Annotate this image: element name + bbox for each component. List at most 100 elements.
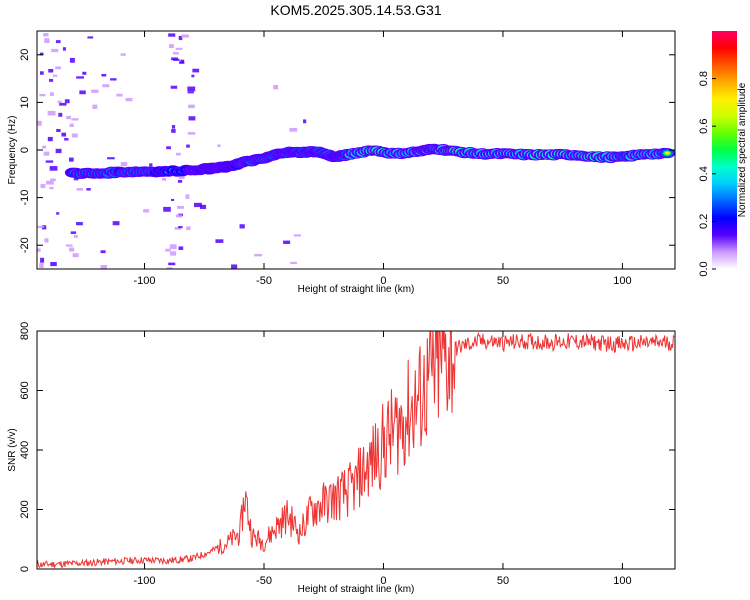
spectrogram-xtick-label: 50: [497, 275, 509, 287]
spectrogram-speckle: [76, 76, 84, 79]
colorbar-label: Normalized spectral amplitude: [737, 82, 748, 217]
spectrogram-xtick-label: -100: [134, 275, 156, 287]
snr-panel: -100 -50 0 50 100 0 200 400 600 800 Height of str…: [7, 322, 676, 595]
spectrogram-xtick-label: 0: [380, 275, 386, 287]
spectrogram-speckle: [169, 244, 177, 250]
snr-xtick-label: -100: [134, 575, 156, 587]
spectrogram-speckle: [168, 33, 176, 37]
spectrogram-speckle: [64, 138, 69, 141]
spectrogram-speckle: [69, 157, 74, 162]
spectrogram-speckle: [188, 104, 195, 109]
snr-ylabel: SNR (v/v): [7, 428, 18, 471]
spectrogram-speckle: [178, 226, 183, 229]
spectrogram-speckle: [52, 74, 58, 77]
spectrogram-speckle: [192, 68, 200, 73]
spectrogram-speckle: [170, 251, 176, 256]
spectrogram-speckle: [44, 238, 49, 243]
snr-ytick-label: 0: [19, 566, 31, 572]
spectrogram-speckle: [46, 180, 54, 185]
spectrogram-speckle: [175, 47, 183, 50]
spectrogram-speckle: [188, 116, 196, 121]
spectrogram-speckle: [69, 123, 74, 128]
spectrogram-speckle: [303, 119, 307, 124]
spectrogram-speckle: [143, 209, 150, 213]
spectrogram-ylabel: Frequency (Hz): [7, 116, 18, 185]
spectrogram-speckle: [110, 78, 117, 81]
spectrogram-speckle: [289, 127, 298, 132]
snr-ytick-label: 400: [19, 441, 31, 459]
spectrogram-speckle: [55, 40, 61, 44]
spectrogram-speckle: [40, 71, 44, 75]
spectrogram-speckle: [175, 214, 183, 218]
spectrogram-speckle: [48, 78, 54, 82]
spectrogram-speckle: [181, 34, 189, 38]
spectrogram-xtick-label: 100: [613, 275, 631, 287]
spectrogram-speckle: [168, 262, 176, 266]
spectrogram-speckle: [76, 188, 83, 191]
snr-xtick-label: -50: [256, 575, 272, 587]
spectrogram-speckle: [112, 221, 120, 226]
chart-title: KOM5.2025.305.14.53.G31: [270, 2, 441, 18]
spectrogram-speckle: [149, 163, 153, 167]
spectrogram-speckle: [101, 73, 107, 77]
snr-xtick-label: 50: [497, 575, 509, 587]
spectrogram-speckle: [178, 176, 185, 179]
spectrogram-speckle: [76, 222, 83, 226]
spectrogram-speckle: [70, 231, 77, 234]
spectrogram-speckle: [79, 90, 86, 95]
spectrogram-speckle: [231, 264, 238, 269]
spectrogram-speckle: [50, 262, 57, 267]
spectrogram-speckle: [43, 33, 49, 37]
spectrogram-speckle: [61, 132, 67, 137]
spectrogram-speckle: [193, 202, 202, 208]
spectrogram-speckle: [69, 57, 75, 63]
spectrogram-speckle: [178, 246, 184, 250]
spectrogram-speckle: [290, 261, 298, 265]
spectrogram-speckle: [239, 224, 245, 229]
spectrogram-speckle: [56, 212, 60, 215]
spectrogram-speckle: [186, 144, 190, 148]
spectrogram-speckle: [171, 57, 178, 61]
spectrogram-speckle: [50, 178, 56, 182]
spectrogram-speckle: [87, 36, 94, 39]
spectrogram-speckle: [39, 93, 46, 97]
spectrogram-speckle: [177, 179, 183, 183]
spectrogram-speckle: [171, 125, 176, 129]
spectrogram-speckle: [215, 239, 224, 243]
spectrogram-speckle: [217, 144, 221, 147]
spectrogram-ytick-label: -20: [19, 237, 31, 253]
spectrogram-speckle: [55, 148, 62, 154]
spectrogram-speckle: [172, 52, 179, 55]
spectrogram-speckle: [191, 74, 195, 78]
spectrogram-speckle: [40, 183, 46, 188]
spectrogram-speckle: [72, 253, 79, 258]
spectrogram-speckle: [102, 84, 110, 88]
spectrogram-speckle: [40, 257, 45, 263]
spectrogram-speckle: [71, 118, 79, 121]
colorbar-tick-label: 0.2: [698, 214, 710, 229]
spectrogram-speckle: [42, 145, 47, 149]
spectrogram-speckle: [66, 115, 72, 120]
spectrogram-speckle: [200, 204, 207, 210]
spectrogram-speckle: [62, 47, 66, 51]
spectrogram-speckle: [293, 234, 301, 237]
spectrogram-ytick-label: 0: [19, 147, 31, 153]
spectrogram-speckle: [39, 52, 44, 56]
snr-xtick-label: 100: [613, 575, 631, 587]
spectrogram-speckle: [187, 91, 194, 94]
colorbar-gradient: [712, 31, 737, 269]
spectrogram-speckle: [171, 198, 175, 201]
spectrogram-speckle: [107, 157, 115, 160]
spectrogram-speckle: [37, 225, 45, 228]
spectrogram-speckle: [100, 250, 106, 254]
spectrogram-speckle: [163, 206, 171, 212]
spectrogram-ytick-label: -10: [19, 190, 31, 206]
spectrogram-speckle: [58, 112, 63, 117]
spectrogram-speckle: [283, 240, 291, 244]
spectrogram-speckle: [37, 248, 41, 252]
spectrogram-speckle: [47, 136, 53, 142]
spectrogram-speckle: [100, 265, 108, 269]
spectrogram-speckle: [59, 102, 67, 106]
spectrogram-speckle: [178, 35, 183, 41]
